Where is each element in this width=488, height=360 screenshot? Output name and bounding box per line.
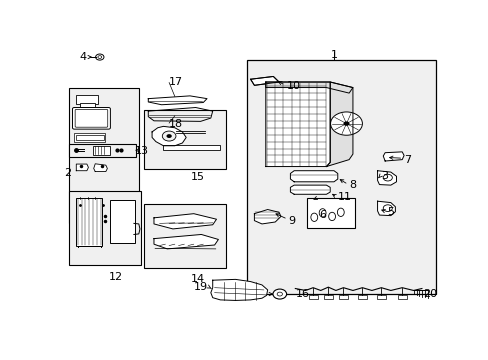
Ellipse shape	[76, 192, 87, 205]
Bar	[74, 133, 104, 141]
Text: 13: 13	[135, 146, 149, 156]
Bar	[69, 191, 141, 265]
Text: 7: 7	[403, 155, 410, 165]
Ellipse shape	[102, 194, 108, 203]
Polygon shape	[76, 164, 88, 171]
Text: 20: 20	[422, 289, 436, 299]
Polygon shape	[154, 214, 216, 229]
Bar	[357, 296, 366, 299]
Ellipse shape	[337, 208, 344, 216]
Circle shape	[166, 134, 171, 138]
Bar	[80, 103, 95, 107]
Bar	[76, 95, 98, 104]
Bar	[68, 87, 139, 223]
Text: 4: 4	[79, 52, 86, 62]
Text: 15: 15	[190, 172, 204, 182]
Ellipse shape	[310, 213, 317, 221]
Ellipse shape	[319, 209, 325, 217]
Circle shape	[272, 289, 286, 299]
Bar	[144, 110, 225, 169]
Circle shape	[330, 112, 362, 135]
Text: 9: 9	[288, 216, 295, 226]
Ellipse shape	[328, 212, 335, 221]
Circle shape	[98, 56, 102, 58]
Ellipse shape	[79, 194, 85, 203]
Ellipse shape	[99, 192, 110, 205]
Polygon shape	[377, 171, 396, 185]
Polygon shape	[383, 152, 403, 161]
FancyBboxPatch shape	[75, 109, 107, 127]
Text: 11: 11	[337, 192, 351, 202]
Text: 10: 10	[286, 81, 300, 91]
Bar	[338, 296, 347, 299]
Polygon shape	[152, 126, 186, 146]
Polygon shape	[377, 201, 395, 216]
Bar	[308, 296, 317, 299]
Text: 6: 6	[318, 210, 325, 220]
FancyBboxPatch shape	[72, 108, 110, 129]
Text: 2: 2	[64, 168, 71, 179]
Polygon shape	[148, 108, 212, 121]
Polygon shape	[210, 279, 267, 301]
Circle shape	[277, 292, 282, 296]
Text: 1: 1	[330, 50, 337, 60]
Text: 18: 18	[169, 118, 183, 129]
Polygon shape	[94, 164, 107, 172]
Text: 16: 16	[296, 289, 309, 299]
Bar	[93, 146, 110, 155]
Bar	[376, 296, 385, 299]
Circle shape	[343, 121, 349, 126]
Polygon shape	[154, 234, 218, 249]
Circle shape	[96, 54, 104, 60]
Circle shape	[162, 131, 176, 141]
Bar	[144, 204, 225, 268]
Bar	[163, 145, 220, 150]
Polygon shape	[148, 96, 206, 105]
Circle shape	[383, 174, 391, 181]
Text: 8: 8	[348, 180, 356, 190]
Bar	[69, 144, 136, 157]
Bar	[75, 135, 103, 140]
Bar	[307, 198, 354, 228]
Bar	[109, 200, 135, 243]
Polygon shape	[265, 82, 329, 167]
Polygon shape	[250, 76, 279, 85]
Bar	[323, 295, 332, 299]
Text: 5: 5	[386, 207, 393, 217]
Polygon shape	[265, 82, 352, 93]
Bar	[246, 60, 435, 294]
Polygon shape	[290, 171, 337, 182]
Text: 14: 14	[190, 274, 204, 284]
Polygon shape	[290, 185, 329, 194]
Text: 12: 12	[109, 272, 123, 282]
Polygon shape	[254, 210, 280, 224]
Text: 19: 19	[194, 282, 208, 292]
Circle shape	[383, 205, 391, 211]
Bar	[76, 198, 102, 246]
Polygon shape	[326, 82, 352, 167]
Text: 17: 17	[169, 77, 183, 87]
Bar	[397, 296, 406, 299]
Text: 3: 3	[381, 171, 387, 181]
